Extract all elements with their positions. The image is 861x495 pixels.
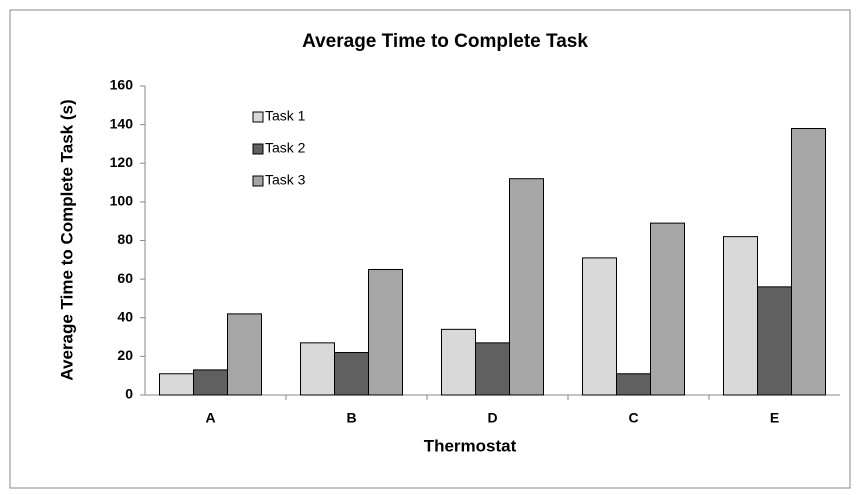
x-tick-label: B bbox=[346, 410, 356, 426]
bar bbox=[723, 236, 758, 396]
bar bbox=[441, 328, 476, 396]
y-tick-label: 120 bbox=[110, 154, 134, 170]
legend-swatch bbox=[252, 143, 264, 155]
bar bbox=[582, 257, 617, 396]
bar bbox=[650, 222, 685, 396]
y-tick-label: 0 bbox=[125, 386, 133, 402]
bar bbox=[368, 268, 403, 396]
y-axis-title: Average Time to Complete Task (s) bbox=[57, 99, 76, 380]
bar bbox=[193, 369, 228, 396]
chart-title: Average Time to Complete Task bbox=[302, 31, 588, 52]
y-tick-label: 40 bbox=[117, 308, 133, 324]
y-tick-label: 60 bbox=[117, 270, 133, 286]
y-tick-label: 140 bbox=[110, 115, 134, 131]
y-tick-label: 100 bbox=[110, 193, 134, 209]
bar bbox=[757, 286, 792, 396]
x-tick-label: D bbox=[487, 410, 497, 426]
chart-frame bbox=[9, 9, 851, 489]
y-tick-label: 20 bbox=[117, 347, 133, 363]
y-tick-label: 160 bbox=[110, 77, 134, 93]
legend-label: Task 1 bbox=[265, 108, 306, 124]
bar bbox=[791, 127, 826, 396]
legend-label: Task 3 bbox=[265, 172, 306, 188]
bar bbox=[334, 352, 369, 396]
x-tick-label: A bbox=[205, 410, 215, 426]
bar bbox=[616, 373, 651, 396]
bar bbox=[300, 342, 335, 396]
legend-label: Task 2 bbox=[265, 140, 306, 156]
bar bbox=[159, 373, 194, 396]
legend-swatch bbox=[252, 175, 264, 187]
bar bbox=[227, 313, 262, 396]
x-tick-label: E bbox=[770, 410, 779, 426]
bar bbox=[475, 342, 510, 396]
legend-swatch bbox=[252, 111, 264, 123]
bar bbox=[509, 178, 544, 396]
x-axis-title: Thermostat bbox=[424, 436, 517, 455]
y-tick-label: 80 bbox=[117, 231, 133, 247]
x-tick-label: C bbox=[628, 410, 638, 426]
